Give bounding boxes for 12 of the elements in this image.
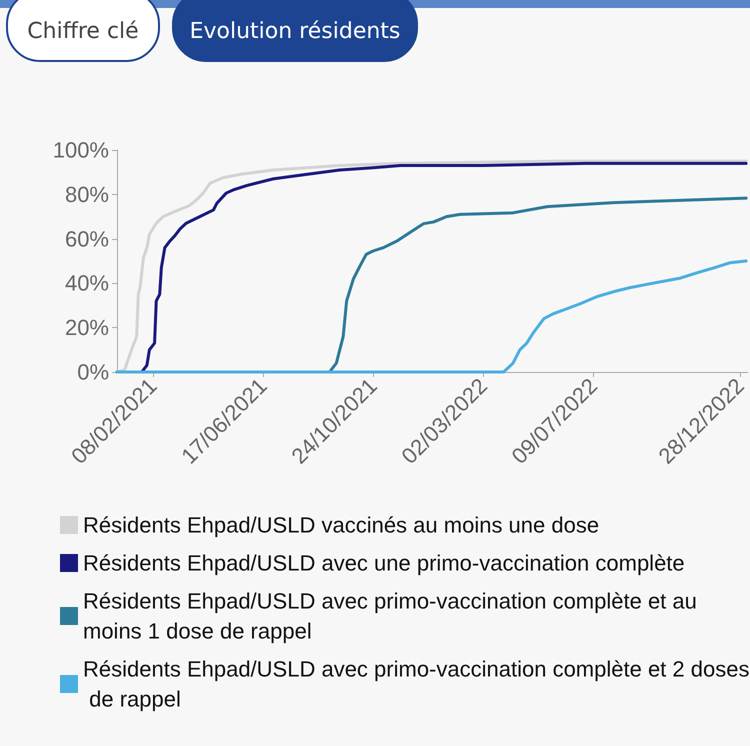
- text: Evolution résidents: [172, 0, 418, 62]
- y-tick-label: 100%: [52, 138, 109, 162]
- y-tick-label: 0%: [77, 360, 109, 384]
- legend-label: Résidents Ehpad/USLD vaccinés au moins une dose: [83, 512, 600, 538]
- y-tick-label: 80%: [64, 182, 109, 207]
- legend-label: Résidents Ehpad/USLD avec primo-vaccination complète et 2 doses de rappel: [83, 656, 750, 712]
- y-tick-label: 60%: [64, 226, 109, 252]
- legend-label: Résidents Ehpad/USLD avec une primo-vaccination complète: [83, 550, 685, 576]
- text: Chiffre clé: [6, 0, 160, 62]
- y-tick-label: 20%: [64, 315, 109, 340]
- legend-label: Résidents Ehpad/USLD avec primo-vaccination complète et au moins 1 dose de rappel: [83, 588, 703, 644]
- y-tick-label: 40%: [64, 270, 109, 296]
